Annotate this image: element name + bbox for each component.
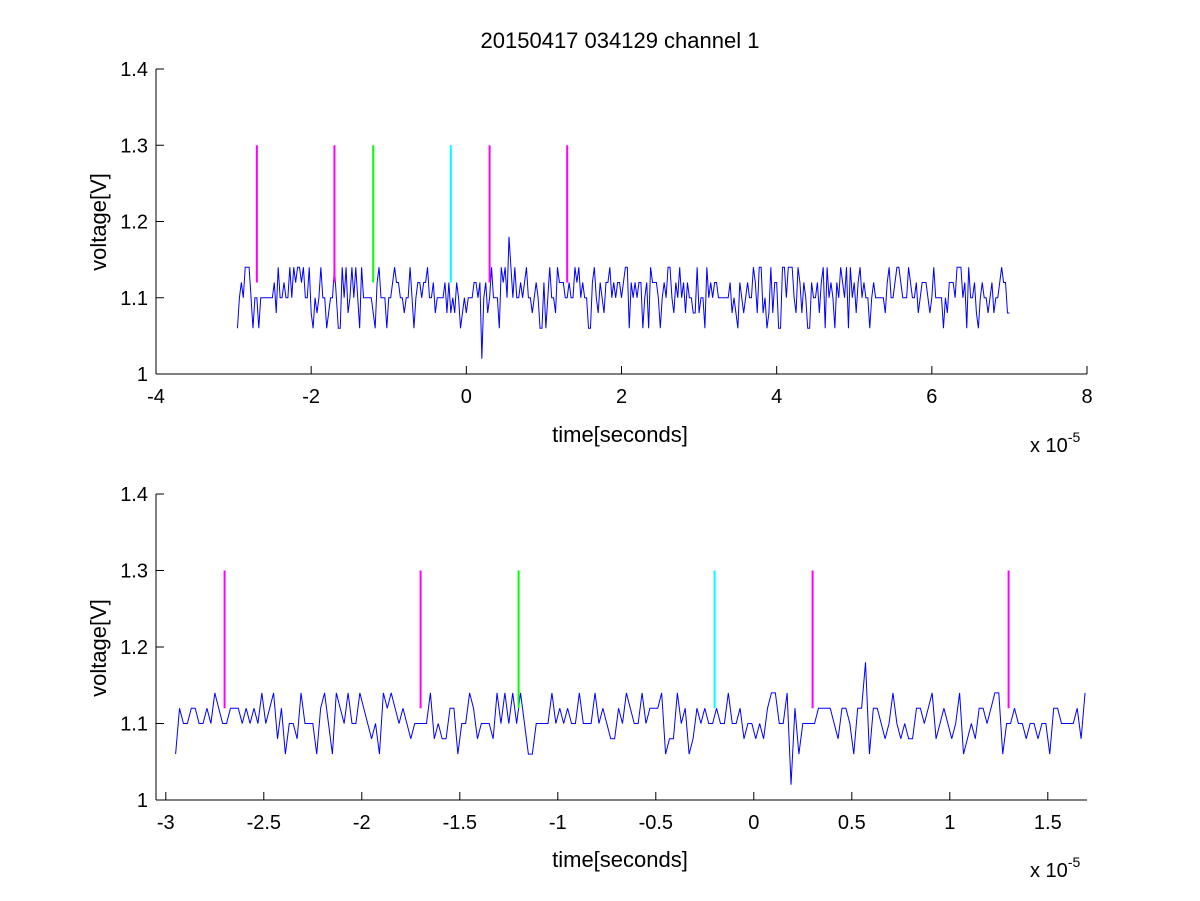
x-tick-label-top: -4	[147, 386, 165, 408]
y-tick-label-bottom: 1	[137, 790, 148, 812]
x-tick-label-top: 0	[461, 386, 472, 408]
x-tick-label-bottom: -1.5	[443, 812, 477, 834]
x-tick-label-bottom: 0	[748, 812, 759, 834]
x-tick-label-bottom: -2	[353, 812, 371, 834]
signal-line-top	[236, 236, 1010, 359]
y-tick-label-top: 1	[137, 364, 148, 386]
plot-area-top: -4 -2 0 2 4 6 8 1 1.1 1.2 1.3 1.4	[120, 59, 1092, 408]
x-axis-label-top: time[seconds]	[552, 422, 688, 447]
x-tick-label-bottom: 1.5	[1034, 812, 1062, 834]
x-tick-label-bottom: -0.5	[639, 812, 673, 834]
y-axis-label-bottom: voltage[V]	[86, 599, 111, 697]
signal-line-bottom	[175, 662, 1086, 785]
y-tick-label-bottom: 1.1	[120, 714, 148, 736]
y-tick-label-top: 1.1	[120, 288, 148, 310]
subplot-bottom: -3 -2.5 -2 -1.5 -1 -0.5 0 0.5 1 1.511.11.21.31.4 …	[86, 484, 1087, 882]
plot-area-bottom: -3 -2.5 -2 -1.5 -1 -0.5 0 0.5 1 1.5 1 1.1 1.2 1.3 1.4	[120, 484, 1087, 834]
x-tick-label-top: 4	[771, 386, 782, 408]
y-tick-label-top: 1.2	[120, 212, 148, 234]
x-tick-label-bottom: -1	[549, 812, 567, 834]
x-axis-label-bottom: time[seconds]	[552, 847, 688, 872]
x-tick-label-bottom: 0.5	[838, 812, 866, 834]
x-multiplier-exponent-top: -5	[1068, 429, 1081, 445]
y-axis-label-top: voltage[V]	[86, 173, 111, 271]
x-tick-label-bottom: -2.5	[247, 812, 281, 834]
y-tick-label-bottom: 1.4	[120, 484, 148, 506]
x-tick-label-top: 2	[616, 386, 627, 408]
x-multiplier-bottom: x 10-5	[1030, 854, 1080, 882]
x-tick-label-top: 8	[1081, 386, 1092, 408]
subplot-top: 20150417 034129 channel 1 -4 -2 0 2 4 6 8 1 1.1 1…	[86, 28, 1093, 457]
y-tick-label-top: 1.3	[120, 135, 148, 157]
x-multiplier-base-bottom: x 10	[1030, 860, 1068, 882]
x-tick-label-bottom: 1	[944, 812, 955, 834]
x-tick-label-top: -2	[302, 386, 320, 408]
x-tick-label-bottom: -3	[157, 812, 175, 834]
x-tick-label-top: 6	[926, 386, 937, 408]
chart-title: 20150417 034129 channel 1	[481, 28, 760, 53]
x-multiplier-exponent-bottom: -5	[1068, 854, 1081, 870]
y-tick-label-top: 1.4	[120, 59, 148, 81]
y-tick-label-bottom: 1.2	[120, 637, 148, 659]
x-multiplier-base-top: x 10	[1030, 435, 1068, 457]
x-multiplier-top: x 10-5	[1030, 429, 1080, 457]
y-tick-label-bottom: 1.3	[120, 561, 148, 583]
